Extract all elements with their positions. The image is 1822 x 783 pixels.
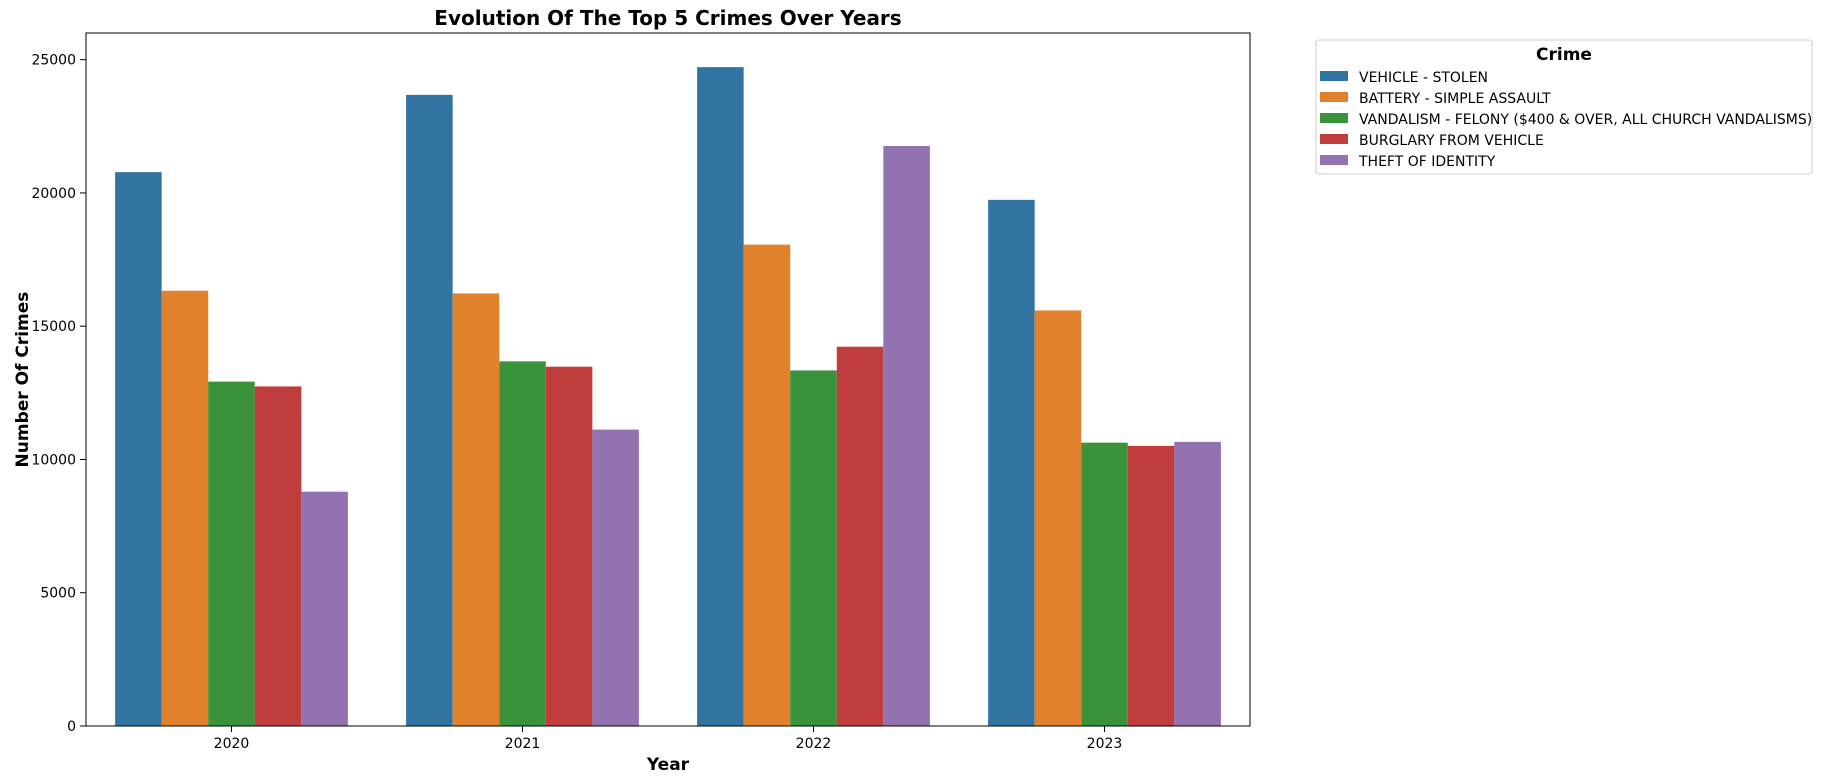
legend-swatch xyxy=(1320,113,1348,123)
chart-title: Evolution Of The Top 5 Crimes Over Years xyxy=(434,6,901,30)
legend-swatch xyxy=(1320,92,1348,102)
legend-swatch xyxy=(1320,134,1348,144)
legend-box xyxy=(1315,39,1813,175)
axes-layer: 0 5000 10000 15000 20000 25000 2020 2021 2022 202… xyxy=(31,32,1251,752)
bar-2022-series-4 xyxy=(836,346,884,726)
y-tick-label: 20000 xyxy=(31,186,76,202)
bar-2020-series-3 xyxy=(208,381,255,726)
bar-2021-series-2 xyxy=(452,293,500,726)
legend-title: Crime xyxy=(1536,45,1592,65)
bar-2023-series-2 xyxy=(1034,310,1082,726)
y-axis-label: Number Of Crimes xyxy=(13,292,33,468)
y-tick-label: 10000 xyxy=(31,452,76,468)
x-axis-label: Year xyxy=(646,755,690,775)
bar-2020-series-2 xyxy=(161,290,209,726)
legend-swatch xyxy=(1320,155,1348,165)
bar-2021-series-4 xyxy=(545,366,593,726)
bar-2022-series-1 xyxy=(697,67,744,726)
y-tick-label: 0 xyxy=(67,719,76,735)
legend-label: BURGLARY FROM VEHICLE xyxy=(1359,133,1544,149)
bar-2020-series-4 xyxy=(254,386,302,726)
bar-2021-series-1 xyxy=(406,94,453,727)
bar-2023-series-4 xyxy=(1127,445,1175,726)
legend-label: BATTERY - SIMPLE ASSAULT xyxy=(1359,91,1551,107)
bar-2022-series-2 xyxy=(743,244,791,727)
legend-items: VEHICLE - STOLEN BATTERY - SIMPLE ASSAULT… xyxy=(1320,70,1812,170)
legend-label: VEHICLE - STOLEN xyxy=(1359,70,1488,86)
bar-2021-series-5 xyxy=(592,429,639,726)
bar-2023-series-1 xyxy=(988,199,1035,726)
bar-2022-series-5 xyxy=(883,146,930,726)
y-tick-label: 15000 xyxy=(31,319,76,335)
bar-2021-series-3 xyxy=(499,361,546,726)
plot-frame xyxy=(85,32,1251,727)
x-tick-label: 2021 xyxy=(505,736,541,752)
x-tick-label: 2023 xyxy=(1087,736,1123,752)
legend-label: THEFT OF IDENTITY xyxy=(1358,154,1496,170)
bar-2020-series-1 xyxy=(115,172,162,727)
bar-2023-series-3 xyxy=(1081,442,1128,726)
y-tick-label: 5000 xyxy=(40,586,76,602)
legend: Crime VEHICLE - STOLEN BATTERY - SIMPLE A… xyxy=(1315,39,1813,175)
x-tick-label: 2022 xyxy=(796,736,832,752)
x-tick-label: 2020 xyxy=(214,736,250,752)
y-tick-label: 25000 xyxy=(31,53,76,69)
bar-2022-series-3 xyxy=(790,370,837,726)
legend-label: VANDALISM - FELONY ($400 & OVER, ALL CHU… xyxy=(1359,112,1812,128)
legend-swatch xyxy=(1320,71,1348,81)
bar-2020-series-5 xyxy=(301,491,348,726)
bars-layer xyxy=(115,67,1221,727)
bar-2023-series-5 xyxy=(1174,441,1221,726)
